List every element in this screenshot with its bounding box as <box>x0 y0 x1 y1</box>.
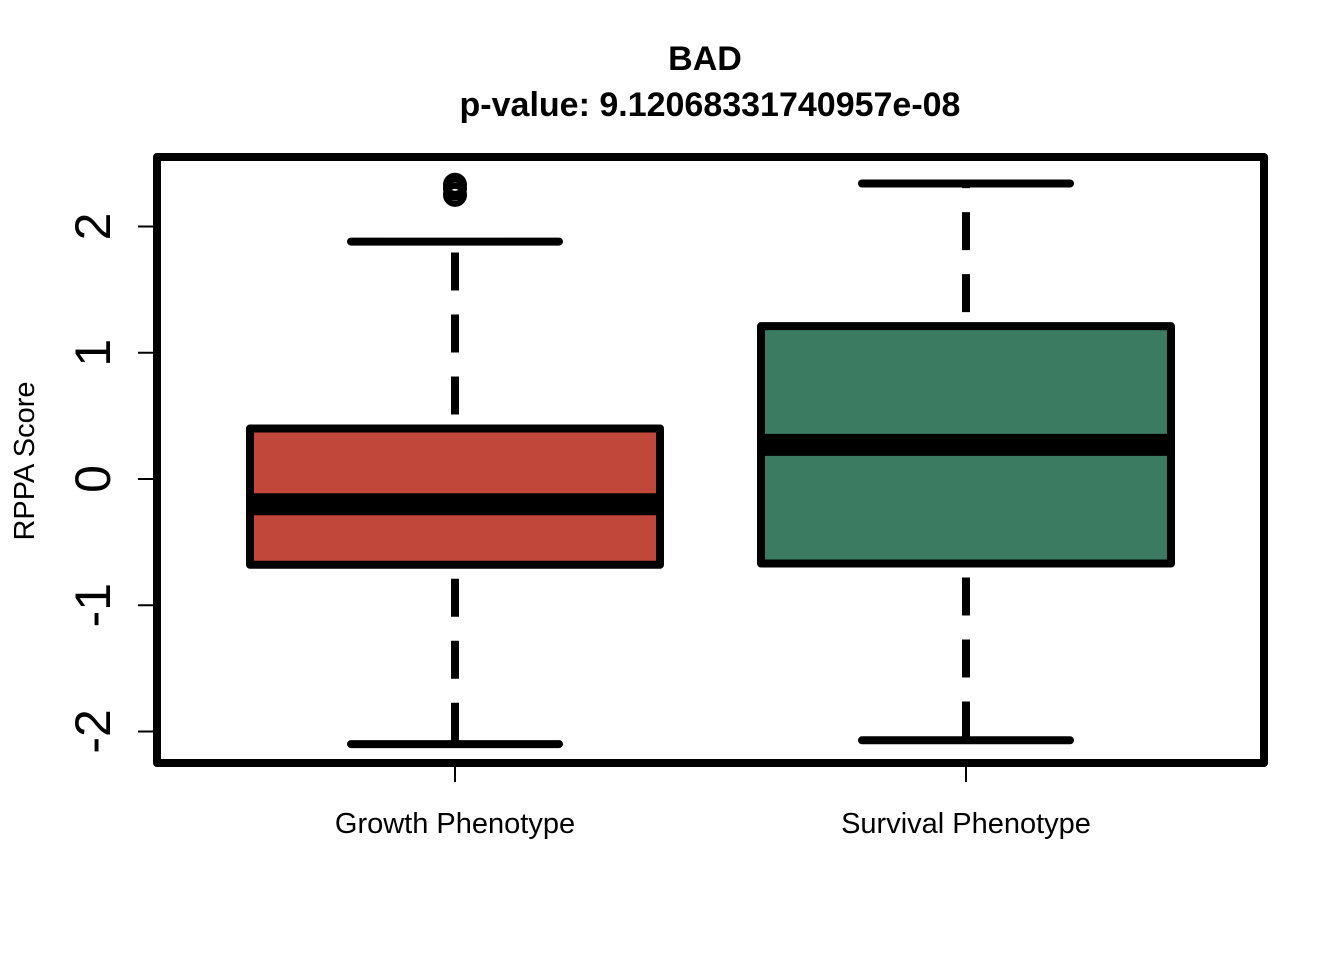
plot-area: Growth Phenotype Survival Phenotype -2 -1 0 1… <box>65 153 1268 840</box>
y-tick-label-4: 2 <box>65 213 121 241</box>
chart-subtitle: p-value: 9.12068331740957e-08 <box>460 86 961 124</box>
y-tick-label-3: 1 <box>65 339 121 367</box>
growth-phenotype-outlier <box>443 172 467 197</box>
y-tick-label-1: -1 <box>65 583 121 627</box>
chart-title: BAD <box>668 40 742 78</box>
y-axis-label: RPPA Score <box>9 381 41 540</box>
x-tick-label-growth-phenotype: Growth Phenotype <box>335 808 575 840</box>
x-tick-label-survival-phenotype: Survival Phenotype <box>841 808 1091 840</box>
y-tick-label-0: -2 <box>65 709 121 753</box>
plot-frame <box>153 153 1268 767</box>
y-tick-label-2: 0 <box>65 465 121 493</box>
